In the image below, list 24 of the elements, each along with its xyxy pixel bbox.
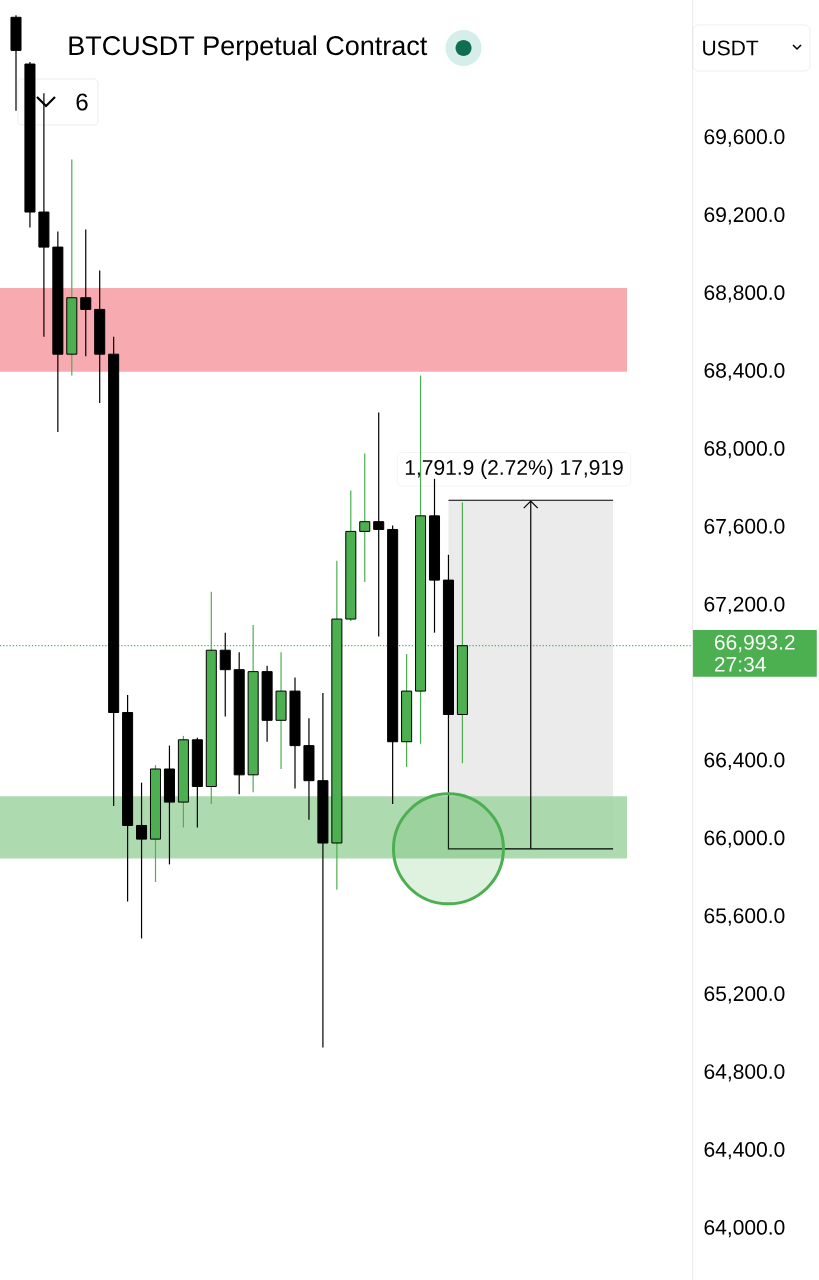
text: USDT [703,40,759,56]
candlestick [136,782,148,940]
y-tick-label: 66,400.0 [704,752,785,770]
candlestick [359,452,371,583]
y-tick-label: 68,800.0 [704,285,785,303]
y-tick-label: 69,200.0 [704,207,785,225]
y-tick-label: 64,000.0 [704,1219,785,1238]
y-tick-label: 68,400.0 [704,363,785,381]
y-tick-label: 64,400.0 [704,1142,785,1160]
y-tick-label: 68,000.0 [704,440,785,459]
y-tick-label: 65,200.0 [704,986,785,1004]
y-tick-label: 66,000.0 [704,830,785,848]
candlestick [219,632,231,718]
candlestick [80,228,92,357]
y-tick-label: 64,800.0 [704,1064,785,1082]
y-tick-label: 65,600.0 [704,908,785,926]
text: BTCUSDT Perpetual Contract [69,35,428,61]
annotation: 6 [76,93,88,111]
candlestick [373,412,385,638]
y-tick-label: 69,600.0 [704,129,785,147]
y-tick-label: 67,600.0 [704,518,785,537]
y-tick-label: 67,200.0 [704,596,785,615]
text: 27:34 [714,656,766,672]
ref-line-label: 66,993.2 [714,634,795,653]
